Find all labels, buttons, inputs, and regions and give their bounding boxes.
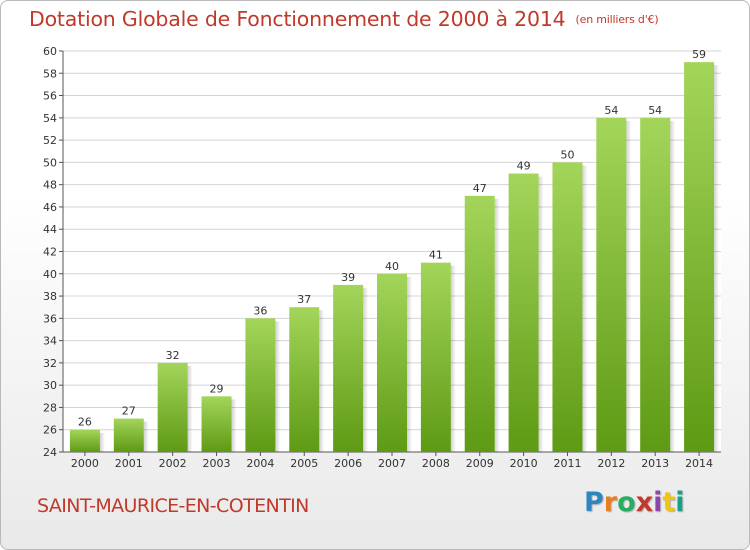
logo-letter: r [603, 487, 618, 518]
bar-value-label: 32 [166, 349, 180, 362]
x-tick-label: 2009 [466, 457, 494, 470]
bar-shadow [143, 421, 149, 452]
x-tick-label: 2013 [641, 457, 669, 470]
y-tick-label: 54 [43, 112, 57, 125]
bar-shadow [187, 365, 193, 452]
bar-shadow [319, 310, 325, 452]
bar-value-label: 26 [78, 416, 92, 429]
bar [377, 273, 407, 452]
bar [289, 307, 320, 452]
x-tick-label: 2014 [685, 457, 713, 470]
bar-value-label: 27 [122, 405, 136, 418]
bar-value-label: 29 [210, 382, 224, 395]
bar-shadow [407, 276, 412, 452]
y-tick-label: 38 [43, 290, 57, 303]
bar [113, 418, 144, 452]
logo-letter: o [617, 487, 636, 518]
logo-letter: t [662, 487, 676, 518]
y-tick-label: 28 [43, 401, 57, 414]
bar-shadow [714, 65, 720, 452]
bar [157, 362, 188, 452]
bar [333, 284, 364, 452]
bar-value-label: 40 [385, 260, 399, 273]
bar-value-label: 37 [297, 293, 311, 306]
bar-shadow [494, 198, 500, 452]
bar [596, 117, 627, 452]
x-tick-label: 2006 [334, 457, 362, 470]
logo-letter: i [675, 487, 685, 518]
x-tick-label: 2010 [510, 457, 538, 470]
y-tick-label: 30 [43, 379, 57, 392]
bar-value-label: 50 [560, 148, 574, 161]
y-tick-label: 40 [43, 268, 57, 281]
bar-shadow [363, 287, 369, 452]
bar-shadow [231, 399, 237, 452]
bar [69, 429, 100, 452]
x-tick-label: 2001 [115, 457, 143, 470]
bar-shadow [99, 432, 105, 452]
commune-name: SAINT-MAURICE-EN-COTENTIN [37, 495, 309, 517]
bar [201, 396, 232, 452]
bar-shadow [626, 120, 632, 452]
chart-title: Dotation Globale de Fonctionnement de 20… [29, 7, 659, 31]
bar-value-label: 47 [473, 182, 487, 195]
bar [420, 262, 451, 452]
bar-shadow [450, 265, 456, 452]
bar [684, 62, 715, 453]
y-tick-label: 24 [43, 446, 57, 459]
bar-value-label: 49 [517, 160, 531, 173]
chart-title-text: Dotation Globale de Fonctionnement de 20… [29, 7, 566, 31]
logo-letter: P [584, 487, 604, 518]
bar [464, 195, 495, 453]
logo-letter: i [653, 487, 663, 518]
bar-value-label: 39 [341, 271, 355, 284]
x-tick-label: 2004 [246, 457, 274, 470]
y-tick-label: 42 [43, 246, 57, 259]
proxiti-logo: Proxiti [584, 487, 685, 518]
bar-value-label: 36 [253, 304, 267, 317]
bar-value-label: 41 [429, 249, 443, 262]
y-tick-label: 58 [43, 67, 57, 80]
bar [508, 173, 539, 452]
x-tick-label: 2000 [71, 457, 99, 470]
x-tick-label: 2008 [422, 457, 450, 470]
y-tick-label: 52 [43, 134, 57, 147]
logo-letter: x [635, 487, 654, 518]
y-tick-label: 60 [43, 45, 57, 58]
y-tick-label: 34 [43, 335, 57, 348]
x-tick-label: 2011 [553, 457, 581, 470]
bar-shadow [582, 165, 588, 452]
y-tick-label: 46 [43, 201, 57, 214]
y-tick-label: 44 [43, 223, 57, 236]
x-tick-label: 2012 [597, 457, 625, 470]
y-tick-label: 48 [43, 179, 57, 192]
bar-shadow [538, 176, 544, 452]
y-tick-label: 26 [43, 424, 57, 437]
bar-value-label: 59 [692, 48, 706, 61]
chart-subtitle: (en milliers d'€) [575, 13, 659, 26]
y-tick-label: 36 [43, 312, 57, 325]
bar [640, 117, 671, 452]
x-tick-label: 2002 [159, 457, 187, 470]
bar [552, 162, 583, 452]
bar-value-label: 54 [604, 104, 618, 117]
x-tick-label: 2007 [378, 457, 406, 470]
bar-shadow [670, 120, 676, 452]
y-tick-label: 50 [43, 156, 57, 169]
bar-shadow [275, 321, 281, 452]
bar-value-label: 54 [648, 104, 662, 117]
x-tick-label: 2003 [203, 457, 231, 470]
y-tick-label: 56 [43, 90, 57, 103]
bar [245, 318, 276, 452]
y-tick-label: 32 [43, 357, 57, 370]
x-tick-label: 2005 [290, 457, 318, 470]
